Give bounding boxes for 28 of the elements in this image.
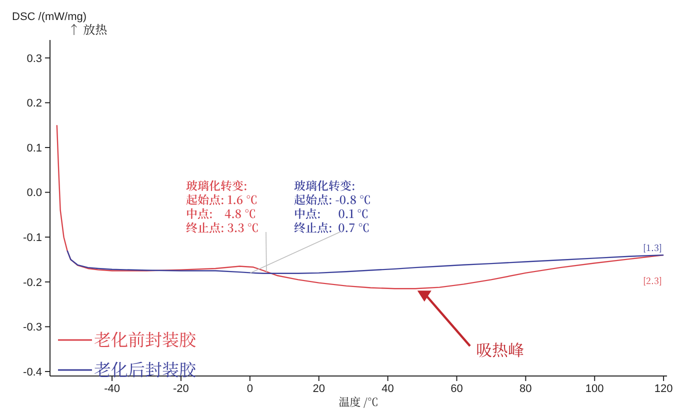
annotation: 玻璃化转变: 起始点: 1.6 ℃ 中点: 4.8 ℃ 终止点: 3.3 ℃ xyxy=(186,178,259,236)
y-tick-label: 0.3 xyxy=(26,52,42,65)
x-tick-label: 100 xyxy=(585,383,604,395)
annotation: [1.3] xyxy=(642,241,662,254)
annotation: [2.3] xyxy=(642,274,662,287)
x-tick-label: -20 xyxy=(173,383,189,395)
annotation: 玻璃化转变: 起始点: -0.8 ℃ 中点: 0.1 ℃ 终止点: 0.7 ℃ xyxy=(294,178,371,236)
x-tick-label: -40 xyxy=(104,383,120,395)
x-tick-label: 80 xyxy=(520,383,532,395)
y-tick-label: 0.0 xyxy=(26,187,42,200)
text: ↑ 放热 xyxy=(68,21,108,38)
y-tick-label: 0.2 xyxy=(26,98,42,110)
y-tick-label: -0.2 xyxy=(23,276,42,289)
y-tick-label: 0.1 xyxy=(26,142,42,154)
line-series xyxy=(56,124,664,290)
y-tick-label: -0.4 xyxy=(23,366,42,378)
x-tick-label: 120 xyxy=(654,383,673,395)
annotation: 吸热峰 xyxy=(476,338,524,361)
x-axis-title: 温度 /℃ xyxy=(338,394,378,410)
x-tick-label: 0 xyxy=(246,383,253,395)
legend-label: 老化前封装胶 xyxy=(94,326,197,351)
y-tick-label: -0.3 xyxy=(23,322,42,334)
x-tick-label: 20 xyxy=(312,383,325,395)
x-tick-label: 40 xyxy=(382,383,394,395)
x-tick-label: 60 xyxy=(450,383,463,395)
y-tick-label: -0.1 xyxy=(23,232,42,244)
legend-label: 老化后封装胶 xyxy=(94,356,197,381)
y-axis-title: DSC /(mW/mg) xyxy=(12,11,87,23)
